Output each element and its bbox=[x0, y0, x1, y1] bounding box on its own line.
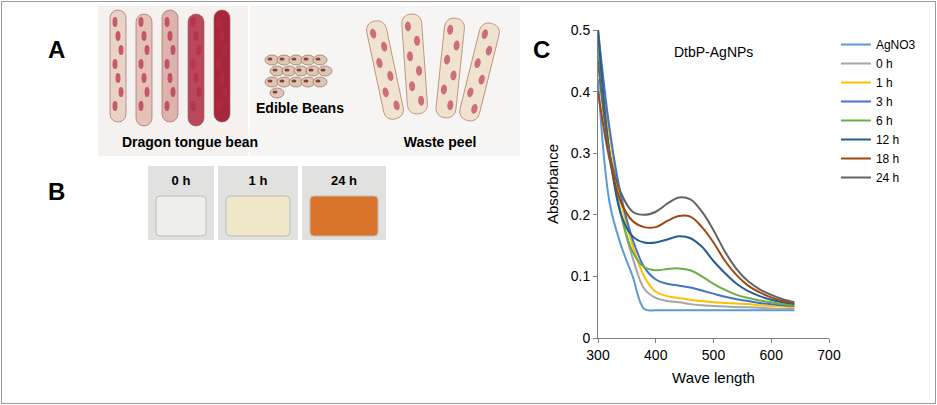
svg-text:1 h: 1 h bbox=[876, 76, 893, 90]
svg-text:0: 0 bbox=[582, 330, 590, 346]
svg-text:24 h: 24 h bbox=[876, 171, 899, 185]
svg-text:3 h: 3 h bbox=[876, 95, 893, 109]
svg-text:700: 700 bbox=[817, 347, 841, 363]
svg-text:Dragon tongue bean: Dragon tongue bean bbox=[122, 134, 258, 150]
svg-text:24 h: 24 h bbox=[331, 173, 357, 188]
svg-text:18 h: 18 h bbox=[876, 152, 899, 166]
svg-text:0.2: 0.2 bbox=[571, 207, 591, 223]
svg-text:0 h: 0 h bbox=[172, 173, 191, 188]
svg-text:500: 500 bbox=[702, 347, 726, 363]
svg-text:300: 300 bbox=[586, 347, 610, 363]
svg-text:1 h: 1 h bbox=[249, 173, 268, 188]
svg-text:6 h: 6 h bbox=[876, 114, 893, 128]
html-text:A: A bbox=[48, 36, 66, 63]
html-text:C: C bbox=[533, 36, 551, 63]
svg-text:DtbP-AgNPs: DtbP-AgNPs bbox=[674, 44, 753, 60]
svg-text:0 h: 0 h bbox=[876, 57, 893, 71]
svg-text:Absorbance: Absorbance bbox=[544, 144, 561, 224]
svg-text:0.3: 0.3 bbox=[571, 145, 591, 161]
svg-text:0.1: 0.1 bbox=[571, 268, 591, 284]
svg-text:0.4: 0.4 bbox=[571, 84, 591, 100]
svg-text:600: 600 bbox=[760, 347, 784, 363]
svg-text:400: 400 bbox=[644, 347, 668, 363]
svg-text:Waste peel: Waste peel bbox=[404, 134, 477, 150]
svg-text:0.5: 0.5 bbox=[571, 22, 591, 38]
svg-text:12 h: 12 h bbox=[876, 133, 899, 147]
svg-text:AgNO3: AgNO3 bbox=[876, 38, 916, 52]
svg-text:Wave length: Wave length bbox=[672, 369, 755, 386]
svg-text:Edible Beans: Edible Beans bbox=[256, 100, 344, 116]
html-text:B: B bbox=[48, 178, 66, 205]
